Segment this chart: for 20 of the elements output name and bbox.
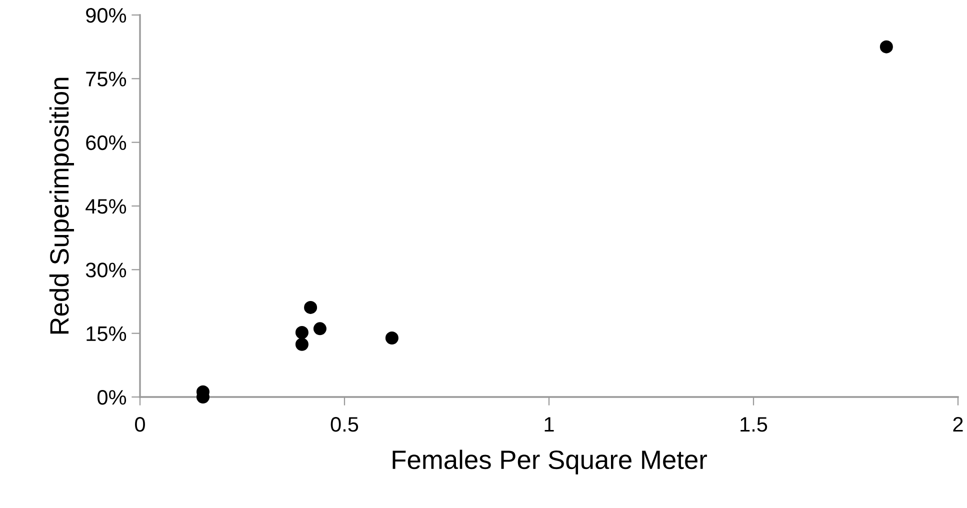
- y-tick-label: 0%: [98, 390, 126, 405]
- x-tick-label: 1: [544, 417, 554, 432]
- y-tick-label: 15%: [86, 326, 126, 342]
- y-tick-label: 60%: [86, 135, 126, 150]
- x-tick-label: 2: [953, 416, 963, 432]
- point: [880, 40, 893, 54]
- point: [385, 332, 398, 345]
- x-tick-label: 0: [135, 416, 145, 432]
- point: [295, 338, 308, 351]
- y-tick-label: 90%: [86, 8, 126, 23]
- y-axis-title: Redd Superimposition: [49, 78, 74, 334]
- x-tick-label: 0.5: [330, 416, 358, 432]
- point: [304, 300, 318, 314]
- point: [295, 326, 308, 339]
- x-axis-title: Females Per Square Meter: [392, 450, 707, 474]
- y-tick-label: 75%: [86, 72, 126, 86]
- y-tick-label: 45%: [86, 199, 126, 214]
- x-tick-label: 1.5: [740, 417, 768, 432]
- point: [313, 322, 326, 336]
- y-tick-label: 30%: [86, 262, 126, 278]
